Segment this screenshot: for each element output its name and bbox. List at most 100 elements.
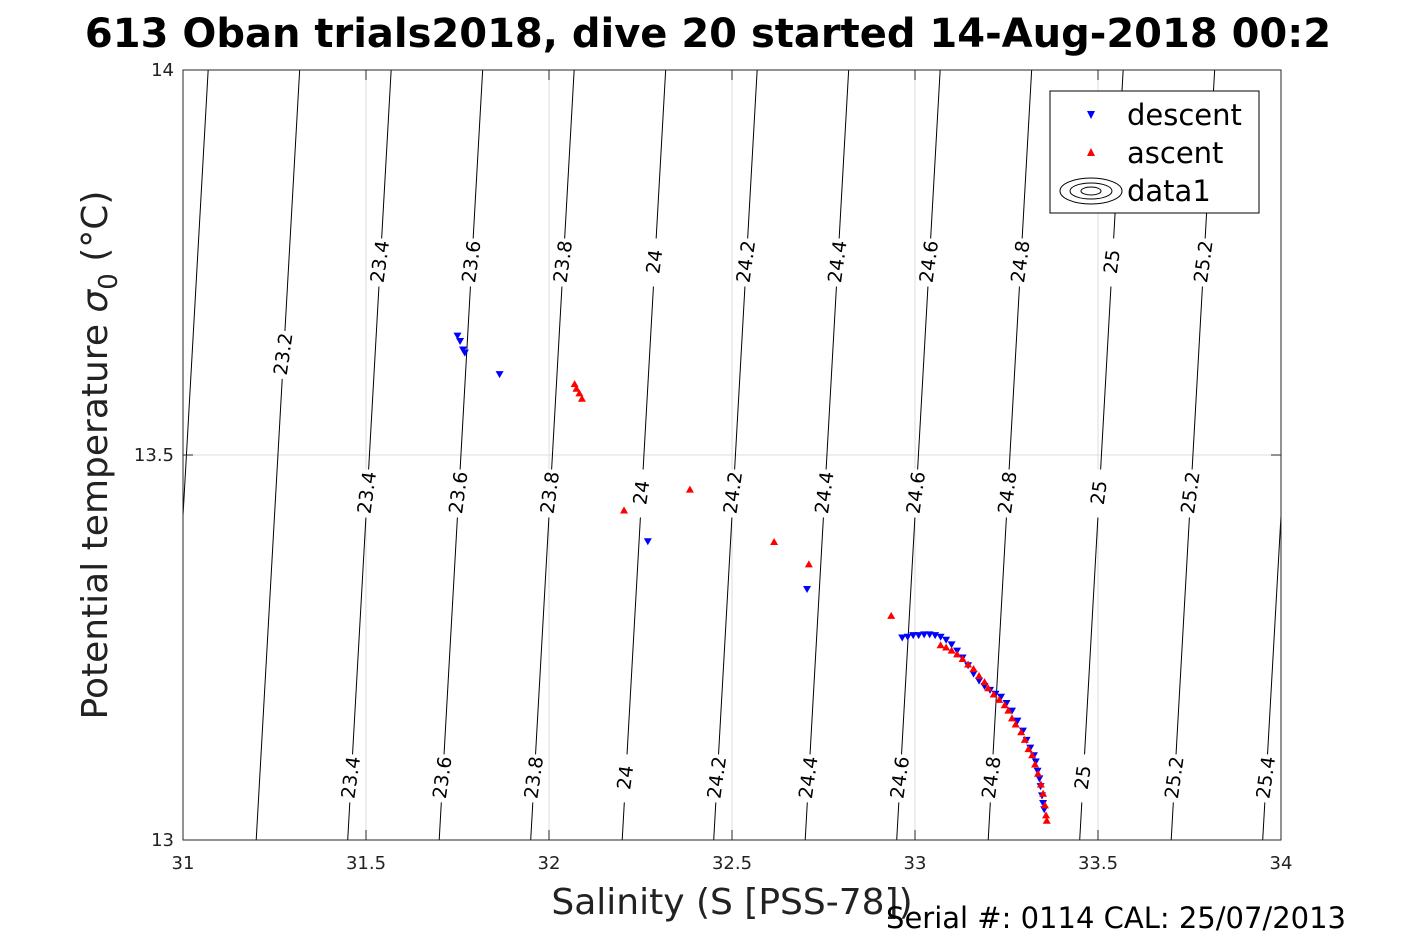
- contour-label: 25: [1087, 479, 1112, 506]
- contour-label-gap: [1100, 238, 1125, 287]
- y-tick-label: 13.5: [134, 445, 174, 466]
- density-contour-line: [530, 70, 575, 840]
- ascent-point: [1007, 714, 1016, 722]
- density-contour-line: [621, 70, 667, 840]
- ascent-point: [989, 690, 998, 698]
- descent-point: [460, 349, 469, 357]
- descent-point: [495, 371, 504, 379]
- y-axis-label-unit: (°C): [75, 191, 116, 274]
- x-tick-label: 32.5: [712, 853, 752, 874]
- contour-label-gap: [629, 469, 654, 518]
- contour-label-gap: [979, 754, 1004, 803]
- legend-descent-marker: [1087, 111, 1095, 119]
- legend: descent ascent data1: [1049, 90, 1260, 214]
- density-contour-line: [347, 70, 392, 840]
- contour-label-gap: [904, 469, 929, 518]
- legend-descent-label: descent: [1127, 98, 1242, 132]
- contour-label-gap: [796, 754, 821, 803]
- ascent-point: [575, 389, 584, 397]
- ascent-point: [958, 655, 967, 663]
- legend-ascent-marker: [1087, 148, 1095, 156]
- descent-point: [1035, 775, 1044, 783]
- contour-label-gap: [1087, 469, 1112, 518]
- ascent-point: [1024, 745, 1033, 753]
- descent-point: [456, 338, 465, 346]
- data-points: [453, 332, 1051, 824]
- contour-label-gap: [522, 754, 547, 803]
- density-contour-line: [713, 70, 758, 840]
- contour-label-gap: [705, 754, 730, 803]
- descent-point: [803, 585, 812, 593]
- chart-title: 613 Oban trials2018, dive 20 started 14-…: [85, 11, 1331, 57]
- ascent-point: [953, 650, 962, 658]
- descent-point: [947, 641, 956, 649]
- descent-point: [898, 634, 907, 642]
- density-contour-line: [1262, 506, 1281, 840]
- ascent-point: [975, 671, 984, 679]
- ascent-point: [980, 678, 989, 686]
- ascent-point: [577, 394, 586, 402]
- descent-point: [1013, 717, 1022, 725]
- contour-label-gap: [1162, 754, 1187, 803]
- legend-ascent-label: ascent: [1127, 136, 1223, 170]
- contour-label-gap: [995, 469, 1020, 518]
- ascent-point: [770, 538, 779, 546]
- ascent-point: [1039, 789, 1048, 797]
- contour-label-gap: [339, 754, 364, 803]
- descent-point: [909, 632, 918, 640]
- density-contour-line: [438, 70, 484, 840]
- contour-label-gap: [917, 238, 942, 287]
- contour-label-gap: [368, 238, 393, 287]
- descent-point: [920, 631, 929, 639]
- contour-label-gap: [538, 469, 563, 518]
- contour-label-gap: [1191, 238, 1216, 287]
- x-axis-label: Salinity (S [PSS-78]): [551, 882, 912, 923]
- x-tick-label: 32: [538, 853, 561, 874]
- contour-label-gap: [613, 754, 638, 803]
- contour-label-gap: [734, 238, 759, 287]
- y-axis-label-sigma: σ: [75, 289, 116, 313]
- density-contour-line: [1354, 70, 1397, 840]
- ascent-point: [936, 641, 945, 649]
- contour-label: 25: [1100, 248, 1125, 275]
- x-tick-label: 33.5: [1078, 853, 1118, 874]
- ascent-point: [942, 643, 951, 651]
- contour-label-gap: [446, 469, 471, 518]
- contour-label-gap: [459, 238, 484, 287]
- x-tick-label: 31: [172, 853, 195, 874]
- y-axis-label-sub: 0: [94, 273, 124, 290]
- contour-label: 24: [613, 764, 638, 791]
- legend-box: [1049, 90, 1260, 214]
- descent-point: [936, 633, 945, 641]
- descent-point: [1007, 707, 1016, 715]
- contour-label-gap: [551, 238, 576, 287]
- ascent-point: [804, 560, 813, 568]
- contour-label-gap: [721, 469, 746, 518]
- x-tick-label: 31.5: [346, 853, 386, 874]
- legend-contour-icon: [1059, 177, 1123, 205]
- ascent-point: [1036, 780, 1045, 788]
- ascent-point: [1020, 735, 1029, 743]
- density-contour-line: [804, 70, 850, 840]
- ascent-point: [1000, 701, 1009, 709]
- density-contour-line: [987, 70, 1033, 840]
- y-axis-label: Potential temperature σ0 (°C): [75, 191, 124, 720]
- descent-point: [975, 677, 984, 685]
- contour-label-gap: [1071, 754, 1096, 803]
- ascent-point: [1004, 706, 1013, 714]
- ascent-point: [984, 684, 993, 692]
- contour-label-gap: [271, 330, 296, 379]
- contour-label: 24: [642, 248, 667, 275]
- ascent-point: [1040, 801, 1049, 809]
- contour-label-gap: [1008, 238, 1033, 287]
- descent-point: [942, 636, 951, 644]
- axes: 31 31.5 32 32.5 33 33.5 34 13 13.5 14: [134, 60, 1293, 874]
- contour-label-gap: [825, 238, 850, 287]
- x-tick-label: 34: [1270, 853, 1293, 874]
- contour-label: 25: [1071, 764, 1096, 791]
- descent-point: [997, 693, 1006, 701]
- y-axis-label-text: Potential temperature: [75, 313, 116, 720]
- ascent-point: [1011, 720, 1020, 728]
- serial-calibration-footer: Serial #: 0114 CAL: 25/07/2013: [886, 901, 1346, 935]
